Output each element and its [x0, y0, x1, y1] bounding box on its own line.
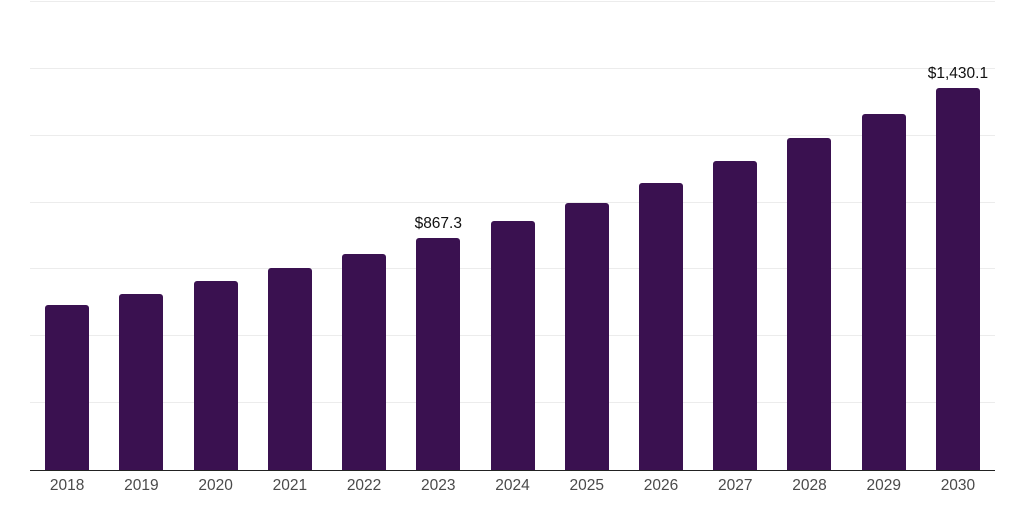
- bar-2024: [490, 221, 535, 470]
- bar-column: $1,430.1: [921, 2, 995, 470]
- bar-2022: [342, 253, 387, 470]
- x-tick-label-2019: 2019: [124, 477, 159, 494]
- bar-column: [847, 2, 921, 470]
- bar-column: [475, 2, 549, 470]
- bar-2018: [45, 305, 90, 470]
- x-tick-label-2029: 2029: [866, 477, 901, 494]
- gridline: [30, 1, 995, 2]
- bar-2023: $867.3: [415, 215, 462, 470]
- bar-2026: [638, 182, 683, 470]
- bar-2025: [564, 202, 609, 470]
- x-tick-label-2026: 2026: [643, 477, 679, 494]
- bar-column: [772, 2, 846, 470]
- x-tick-label-2023: 2023: [421, 477, 456, 494]
- bar-2028: [787, 138, 832, 470]
- bar-column: [624, 2, 698, 470]
- x-tick-label-2020: 2020: [198, 477, 233, 494]
- bar-2021: [267, 267, 312, 470]
- gridline: [30, 201, 995, 203]
- x-tick-label-2021: 2021: [272, 477, 308, 494]
- bar-2019: [119, 293, 164, 470]
- bar-column: [253, 2, 327, 470]
- bar-column: [698, 2, 772, 470]
- x-tick-label-2027: 2027: [717, 477, 753, 494]
- bar-column: [30, 2, 104, 470]
- x-tick-label-2018: 2018: [49, 477, 85, 494]
- plot-area: $867.3 $1,430.1: [30, 1, 995, 471]
- bar-column: [327, 2, 401, 470]
- bar-column: $867.3: [401, 2, 475, 470]
- bar-2027: [713, 161, 758, 470]
- gridline: [30, 134, 995, 136]
- x-tick-label-2030: 2030: [940, 477, 976, 494]
- bar-column: [550, 2, 624, 470]
- gridline: [30, 67, 995, 69]
- x-tick-label-2022: 2022: [346, 477, 382, 494]
- bar-column: [104, 2, 178, 470]
- x-tick-label-2028: 2028: [792, 477, 827, 494]
- x-tick-label-2025: 2025: [569, 477, 604, 494]
- bar-value-label-2030: $1,430.1: [927, 64, 989, 82]
- bar-2029: [861, 113, 906, 470]
- bar-2020: [193, 281, 238, 470]
- bar-2030: $1,430.1: [928, 65, 988, 470]
- bar-column: [178, 2, 252, 470]
- x-tick-label-2024: 2024: [495, 477, 530, 494]
- bars-row: $867.3 $1,430.1: [30, 2, 995, 470]
- bar-value-label-2023: $867.3: [414, 215, 462, 233]
- x-axis-labels: 2018 2019 2020 2021 2022 2023 2024 2025 2026 2027…: [30, 477, 995, 495]
